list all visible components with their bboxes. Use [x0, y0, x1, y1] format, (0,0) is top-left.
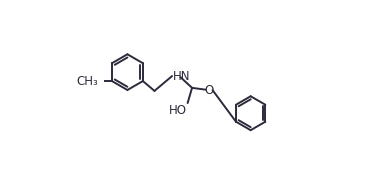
Text: O: O — [205, 84, 214, 97]
Text: CH₃: CH₃ — [76, 75, 98, 87]
Text: HO: HO — [169, 104, 187, 118]
Text: HN: HN — [173, 70, 191, 83]
